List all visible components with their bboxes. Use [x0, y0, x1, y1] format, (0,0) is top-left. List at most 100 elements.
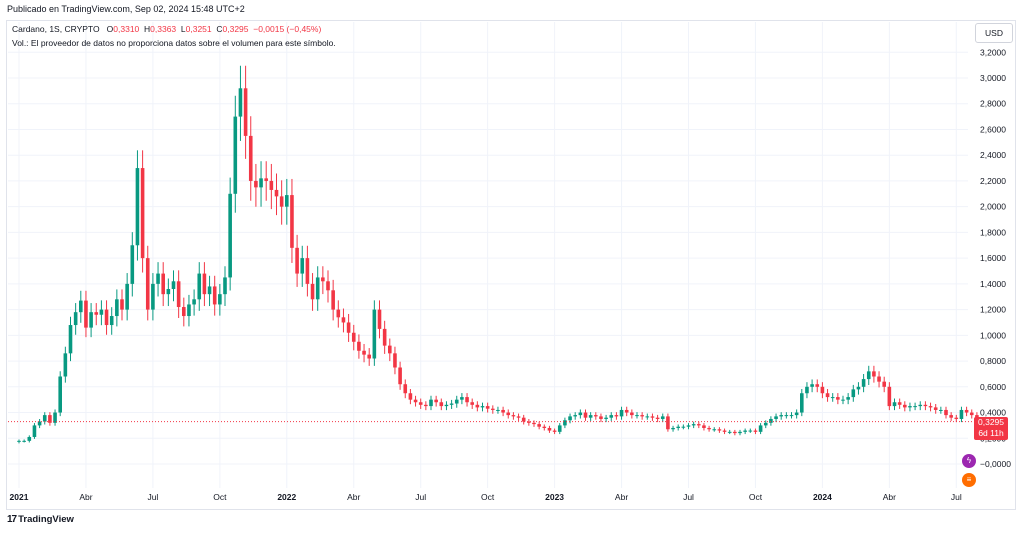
- symbol-label[interactable]: Cardano, 1S, CRYPTO: [12, 24, 100, 34]
- candle-body: [290, 195, 294, 248]
- candle-body: [913, 406, 917, 408]
- candle-body: [130, 245, 135, 284]
- candle-body: [944, 409, 948, 416]
- open-label: O: [106, 24, 114, 34]
- y-tick-label: 1,6000: [980, 253, 1006, 263]
- candle-body: [73, 312, 78, 326]
- lightning-icon[interactable]: ϟ: [962, 454, 976, 468]
- candle-body: [218, 294, 222, 305]
- x-tick-label: Jul: [415, 492, 426, 502]
- y-tick-label: 0,4000: [980, 408, 1006, 418]
- y-tick-label: 0,6000: [980, 382, 1006, 392]
- y-tick-label: 1,8000: [980, 227, 1006, 237]
- candle-body: [171, 281, 176, 290]
- candle-body: [892, 402, 897, 407]
- candle-body: [815, 384, 820, 387]
- candle-body: [109, 316, 114, 326]
- candle-body: [887, 386, 892, 407]
- currency-icon[interactable]: ≡: [962, 473, 976, 487]
- currency-button[interactable]: USD: [975, 23, 1013, 43]
- tradingview-mark-icon: 17: [7, 514, 17, 525]
- x-tick-label: Abr: [79, 492, 92, 502]
- tradingview-logo[interactable]: 17 TradingView: [7, 514, 74, 525]
- candle-body: [609, 415, 614, 418]
- candle-body: [480, 406, 485, 408]
- candle-body: [465, 397, 469, 403]
- candle-body: [454, 399, 459, 404]
- candle-body: [645, 416, 650, 418]
- candle-body: [614, 415, 619, 417]
- candle-body: [84, 300, 88, 328]
- x-tick-label: Jul: [951, 492, 962, 502]
- candle-body: [413, 399, 418, 403]
- high-value: 0,3363: [150, 24, 177, 34]
- candle-body: [599, 416, 603, 419]
- candle-body: [918, 404, 923, 407]
- candle-body: [527, 421, 531, 423]
- candle-body: [351, 332, 356, 342]
- candle-body: [619, 409, 624, 417]
- candle-body: [712, 429, 717, 431]
- candle-body: [254, 180, 258, 188]
- candle-body: [496, 409, 500, 411]
- x-tick-label: 2021: [10, 492, 29, 502]
- candle-body: [923, 404, 928, 407]
- candle-body: [248, 135, 253, 181]
- candle-body: [135, 168, 140, 246]
- candle-body: [851, 389, 856, 398]
- last-price-value: 0,3295: [978, 417, 1004, 427]
- candle-body: [861, 379, 866, 387]
- candle-body: [274, 189, 279, 197]
- candle-body: [563, 420, 567, 426]
- candle-body: [697, 424, 701, 426]
- volume-note: Vol.: El proveedor de datos no proporcio…: [12, 38, 336, 48]
- chart-frame: [6, 20, 1016, 510]
- candle-body: [604, 417, 608, 419]
- candle-body: [444, 404, 449, 407]
- candle-body: [681, 426, 686, 428]
- candle-body: [104, 309, 109, 326]
- candle-body: [666, 416, 670, 430]
- candle-body: [68, 325, 73, 354]
- candle-body: [388, 345, 392, 354]
- close-label: C: [216, 24, 223, 34]
- candle-body: [331, 290, 335, 310]
- candle-body: [856, 386, 861, 390]
- candle-body: [140, 168, 145, 259]
- last-price-badge: 0,3295 6d 11h: [974, 417, 1008, 440]
- candle-body: [424, 404, 428, 407]
- candle-body: [547, 427, 552, 431]
- x-tick-label: 2024: [813, 492, 832, 502]
- x-tick-label: 2023: [545, 492, 564, 502]
- candle-body: [326, 281, 330, 291]
- y-tick-label: −0,0000: [980, 459, 1011, 469]
- candle-body: [89, 312, 93, 328]
- candle-body: [810, 384, 814, 387]
- candle-body: [37, 421, 42, 426]
- candle-body: [310, 283, 315, 300]
- candle-body: [542, 426, 547, 428]
- candle-body: [166, 289, 171, 295]
- candle-body: [357, 341, 361, 351]
- candle-body: [578, 412, 583, 416]
- candle-body: [763, 422, 768, 426]
- candle-body: [769, 418, 773, 423]
- candle-body: [48, 415, 52, 423]
- candle-body: [269, 180, 274, 190]
- candle-body: [223, 277, 227, 295]
- close-value: 0,3295: [222, 24, 249, 34]
- candle-body: [403, 384, 408, 394]
- y-tick-label: 3,2000: [980, 47, 1006, 57]
- bar-countdown: 6d 11h: [978, 428, 1004, 438]
- high-label: H: [144, 24, 151, 34]
- candle-body: [429, 399, 433, 407]
- candle-body: [691, 424, 696, 426]
- candle-body: [377, 309, 382, 329]
- candle-body: [398, 367, 402, 385]
- candle-body: [872, 371, 876, 377]
- candle-body: [933, 407, 938, 410]
- candle-body: [841, 399, 845, 401]
- candle-body: [94, 312, 99, 315]
- y-tick-label: 2,8000: [980, 99, 1006, 109]
